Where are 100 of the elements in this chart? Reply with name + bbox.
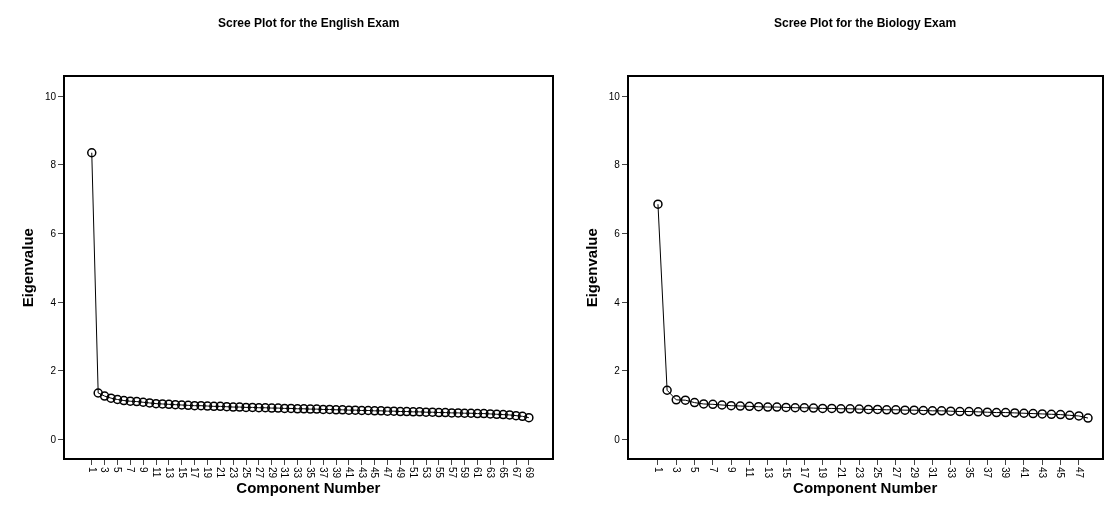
point bbox=[863, 404, 874, 415]
point bbox=[946, 406, 956, 416]
point bbox=[881, 405, 892, 415]
point bbox=[982, 407, 993, 417]
point bbox=[790, 403, 800, 413]
x-tick-label: 15 bbox=[176, 466, 188, 479]
x-axis-title: Component Number bbox=[236, 478, 381, 496]
point bbox=[973, 407, 983, 417]
point bbox=[698, 399, 709, 409]
x-tick-label: 17 bbox=[189, 466, 201, 479]
x-tick-label: 55 bbox=[433, 466, 445, 479]
point bbox=[680, 395, 691, 405]
x-tick-label: 3 bbox=[671, 466, 683, 473]
point bbox=[1037, 409, 1047, 419]
y-tick-label: 0 bbox=[50, 433, 57, 445]
point bbox=[781, 402, 791, 413]
x-tick-label: 45 bbox=[369, 466, 381, 479]
x-tick-label: 9 bbox=[137, 466, 149, 473]
x-tick-label: 45 bbox=[1055, 466, 1067, 479]
point bbox=[964, 406, 974, 417]
x-tick-label: 31 bbox=[279, 466, 291, 479]
x-tick-label: 21 bbox=[835, 466, 847, 479]
x-tick-label: 69 bbox=[523, 466, 535, 479]
chart-title: Scree Plot for the English Exam bbox=[218, 16, 400, 30]
point bbox=[753, 401, 764, 412]
point bbox=[955, 406, 965, 417]
y-tick-label: 6 bbox=[50, 227, 57, 239]
point bbox=[817, 403, 828, 414]
point bbox=[726, 400, 736, 411]
x-tick-label: 13 bbox=[163, 466, 175, 479]
point bbox=[936, 406, 947, 416]
point bbox=[1028, 408, 1038, 419]
point bbox=[909, 405, 919, 415]
point bbox=[772, 402, 782, 412]
x-tick-label: 23 bbox=[853, 466, 865, 479]
x-tick-label: 59 bbox=[459, 466, 471, 479]
y-tick-label: 8 bbox=[50, 159, 57, 171]
x-tick-label: 37 bbox=[982, 466, 994, 479]
point bbox=[763, 402, 773, 412]
x-tick-label: 21 bbox=[215, 466, 227, 479]
y-axis-title: Eigenvalue bbox=[18, 228, 36, 308]
x-tick-label: 29 bbox=[266, 466, 278, 479]
point bbox=[836, 404, 846, 414]
x-tick-label: 25 bbox=[240, 466, 252, 479]
x-tick-label: 67 bbox=[510, 466, 522, 479]
x-tick-label: 25 bbox=[872, 466, 884, 479]
point bbox=[735, 401, 746, 411]
x-tick-label: 1 bbox=[652, 466, 664, 473]
point bbox=[1064, 410, 1075, 421]
x-tick-label: 27 bbox=[890, 466, 902, 479]
x-tick-label: 47 bbox=[382, 466, 394, 479]
x-tick-label: 7 bbox=[125, 466, 137, 473]
point bbox=[1083, 413, 1093, 423]
point bbox=[808, 403, 819, 413]
point bbox=[671, 395, 681, 405]
x-tick-label: 11 bbox=[150, 466, 162, 478]
x-tick-label: 19 bbox=[202, 466, 214, 479]
x-tick-label: 39 bbox=[1000, 466, 1012, 479]
point bbox=[1000, 407, 1011, 418]
x-axis-title: Component Number bbox=[793, 478, 938, 496]
chart-title: Scree Plot for the Biology Exam bbox=[774, 16, 957, 30]
y-axis-title: Eigenvalue bbox=[582, 228, 600, 308]
point bbox=[1010, 408, 1020, 418]
x-tick-label: 9 bbox=[725, 466, 737, 473]
point bbox=[1074, 411, 1084, 421]
x-tick-label: 11 bbox=[744, 466, 756, 478]
x-tick-label: 19 bbox=[817, 466, 829, 479]
x-tick-label: 61 bbox=[472, 466, 484, 479]
x-tick-label: 35 bbox=[305, 466, 317, 479]
x-tick-label: 17 bbox=[799, 466, 811, 479]
x-tick-label: 23 bbox=[227, 466, 239, 479]
x-tick-label: 47 bbox=[1073, 466, 1085, 479]
x-tick-label: 39 bbox=[330, 466, 342, 479]
point bbox=[689, 397, 700, 408]
x-tick-label: 1 bbox=[86, 466, 98, 473]
x-tick-label: 33 bbox=[945, 466, 957, 479]
x-tick-label: 35 bbox=[963, 466, 975, 479]
point bbox=[708, 399, 718, 410]
point bbox=[744, 401, 755, 412]
x-tick-label: 43 bbox=[356, 466, 368, 479]
x-tick-label: 43 bbox=[1036, 466, 1048, 479]
x-tick-label: 63 bbox=[485, 466, 497, 479]
x-tick-label: 33 bbox=[292, 466, 304, 479]
x-tick-label: 7 bbox=[707, 466, 719, 473]
x-tick-label: 53 bbox=[420, 466, 432, 479]
x-tick-label: 5 bbox=[689, 466, 701, 473]
x-tick-label: 57 bbox=[446, 466, 458, 479]
x-tick-label: 65 bbox=[497, 466, 509, 479]
point bbox=[991, 407, 1002, 418]
y-tick-label: 10 bbox=[608, 90, 621, 102]
point bbox=[1055, 409, 1066, 420]
x-tick-label: 27 bbox=[253, 466, 265, 479]
y-tick-label: 6 bbox=[614, 227, 621, 239]
y-tick-label: 8 bbox=[614, 159, 621, 171]
x-tick-label: 31 bbox=[927, 466, 939, 479]
y-tick-label: 2 bbox=[50, 365, 57, 377]
point bbox=[891, 405, 901, 415]
x-tick-label: 51 bbox=[407, 466, 419, 479]
x-tick-label: 49 bbox=[395, 466, 407, 479]
point bbox=[854, 404, 864, 414]
